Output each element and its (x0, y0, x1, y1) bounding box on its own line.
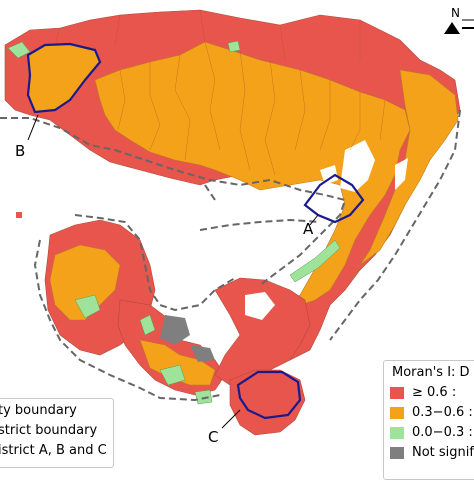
void-3 (320, 165, 338, 185)
region-ns-2 (190, 345, 215, 362)
region-mid-south-mid (139, 339, 216, 386)
region-low-south-1 (74, 294, 101, 319)
marker-b: B (15, 142, 26, 160)
district-outlines (26, 42, 365, 420)
void-1 (340, 140, 375, 192)
region-low-south-3 (139, 314, 156, 336)
legend-swatch-ns (390, 447, 404, 459)
legend-city-boundary: ty boundary (0, 403, 77, 418)
legend-swatch-high (390, 387, 404, 399)
void-2 (395, 158, 408, 190)
legend-label-mid: 0.3−0.6 : (412, 405, 473, 420)
legend-morans-i: Moran's I: D ≥ 0.6 : 0.3−0.6 : 0.0−0.3 :… (383, 360, 474, 480)
region-low-south-4 (194, 389, 213, 405)
district-b-outline (26, 42, 102, 114)
region-low-nw (7, 41, 31, 59)
region-ns-1 (160, 315, 190, 345)
legend-boundaries: ty boundary strict boundary istrict A, B… (0, 398, 114, 468)
south-landmass (16, 212, 311, 436)
north-landmass (4, 9, 461, 361)
region-low-coast (289, 239, 341, 283)
district-lines-north (54, 9, 386, 176)
legend-district-boundary: strict boundary (0, 423, 98, 438)
legend-title: Moran's I: D (392, 365, 470, 380)
legend-label-ns: Not signif (412, 445, 474, 460)
void-south (245, 292, 275, 320)
region-low-small-nw (16, 212, 22, 218)
legend-label-low: 0.0−0.3 : (412, 425, 473, 440)
city-boundary-lines (0, 109, 461, 402)
region-high-south-east (214, 277, 311, 386)
district-a-outline (303, 173, 365, 224)
region-high-c (229, 369, 306, 436)
region-low-north-1 (227, 40, 241, 53)
legend-swatch-mid (390, 407, 404, 419)
north-arrow (444, 19, 474, 34)
legend-label-high: ≥ 0.6 : (412, 385, 457, 400)
region-low-south-2 (159, 364, 186, 386)
marker-c: C (208, 428, 219, 446)
district-c-outline (236, 370, 302, 420)
marker-a: A (303, 220, 314, 238)
legend-swatch-low (390, 427, 404, 439)
region-mid-south-west (49, 244, 121, 321)
north-label: N (451, 6, 460, 20)
leader-lines (27, 114, 319, 429)
legend-district-abc: istrict A, B and C (0, 443, 107, 458)
